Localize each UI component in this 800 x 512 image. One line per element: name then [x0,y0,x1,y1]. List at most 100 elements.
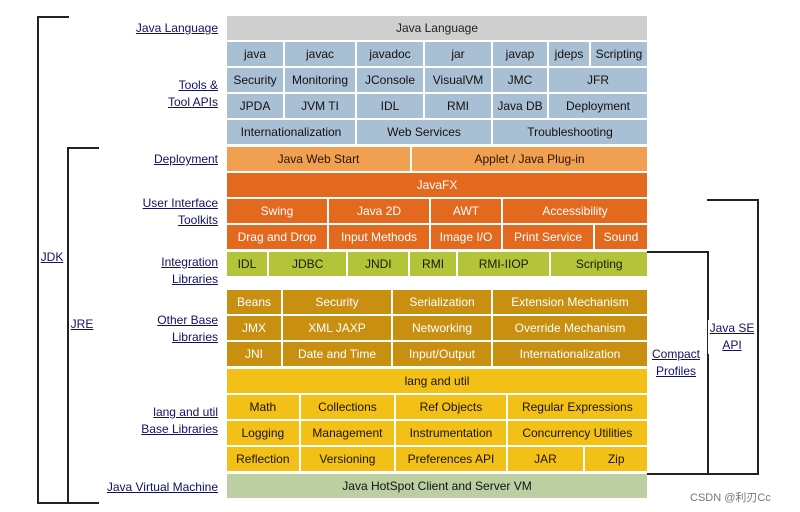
base-date-time: Date and Time [283,342,391,366]
tool-javap: javap [493,42,547,66]
label-lang-util: lang and util Base Libraries [141,405,218,436]
hotspot-vm: Java HotSpot Client and Server VM [227,474,647,498]
diagram-row: Reflection Versioning Preferences API JAR Zi… [227,447,648,471]
int-rmi: RMI [410,252,456,276]
label-deployment: Deployment [153,152,218,166]
lang-jar: JAR [507,447,584,471]
int-scripting: Scripting [551,252,647,276]
watermark: CSDN @利刃Cc [690,492,771,504]
int-jndi: JNDI [348,252,409,276]
diagram-row: Internationalization Web Services Troubles… [227,120,647,144]
base-serialization: Serialization [393,290,491,314]
base-networking: Networking [393,316,491,340]
tool-jmc: JMC [493,68,547,92]
lang-regex: Regular Expressions [507,395,647,419]
tool-deployment: Deployment [549,94,647,118]
lang-versioning: Versioning [300,447,395,471]
tool-jar: jar [425,42,491,66]
base-internationalization: Internationalization [493,342,647,366]
jre-bracket [67,147,99,504]
diagram-row: IDL JDBC JNDI RMI RMI-IIOP Scripting [227,252,647,276]
tool-jfr: JFR [549,68,647,92]
diagram-row: Logging Management Instrumentation Concurre… [227,421,647,445]
java-language-header: Java Language [227,16,647,40]
ui-sound: Sound [595,225,647,249]
ui-image-io: Image I/O [431,225,501,249]
tool-jdeps: jdeps [549,42,589,66]
diagram-row: Security Monitoring JConsole VisualVM JMC JFR [227,68,647,92]
lang-collections: Collections [300,395,395,419]
int-idl: IDL [227,252,267,276]
applet-plugin: Applet / Java Plug-in [412,147,647,171]
ui-swing: Swing [227,199,327,223]
base-xml-jaxp: XML JAXP [283,316,391,340]
label-java-language: Java Language [135,21,218,35]
int-jdbc: JDBC [268,252,347,276]
ui-awt: AWT [431,199,501,223]
ui-java2d: Java 2D [329,199,429,223]
diagram-row: Java Language [227,16,647,40]
tool-javac: javac [285,42,355,66]
base-security: Security [283,290,391,314]
tool-jpda: JPDA [227,94,283,118]
base-jni: JNI [227,342,281,366]
diagram-row: Drag and Drop Input Methods Image I/O Print… [227,225,647,249]
lang-ref-objects: Ref Objects [396,395,506,419]
tool-jvmti: JVM TI [285,94,355,118]
lang-concurrency: Concurrency Utilities [507,421,647,445]
tool-troubleshooting: Troubleshooting [493,120,647,144]
diagram-row: Java Web Start Applet / Java Plug-in [227,147,647,171]
lang-logging: Logging [227,421,299,445]
tool-scripting: Scripting [591,42,647,66]
diagram-row: Beans Security Serialization Extension Mech… [227,290,647,314]
int-rmi-iiop: RMI-IIOP [457,252,550,276]
diagram-row: JMX XML JAXP Networking Override Mechanism [227,316,647,340]
lang-reflection: Reflection [227,447,299,471]
tool-security: Security [227,68,283,92]
diagram-row: Swing Java 2D AWT Accessibility [227,199,647,223]
compact-profiles-bracket [647,251,709,475]
tool-jconsole: JConsole [357,68,423,92]
diagram-row: java javac javadoc jar javap jdeps Scripting [227,42,647,66]
ui-input-methods: Input Methods [329,225,429,249]
javafx: JavaFX [227,173,647,197]
tool-java: java [227,42,283,66]
diagram-row: JPDA JVM TI IDL RMI Java DB Deployment [227,94,647,118]
diagram-row: Java HotSpot Client and Server VM [227,474,647,498]
compact-profiles-label: Compact Profiles [648,346,704,380]
diagram-row: lang and util [227,369,647,393]
tool-monitoring: Monitoring [285,68,355,92]
tool-javadoc: javadoc [357,42,423,66]
jdk-label: JDK [40,249,64,266]
diagram-row: JNI Date and Time Input/Output Internationa… [227,342,647,366]
tool-internationalization: Internationalization [227,120,355,144]
lang-instrumentation: Instrumentation [396,421,506,445]
tool-web-services: Web Services [357,120,491,144]
lang-zip: Zip [585,447,648,471]
ui-print-service: Print Service [503,225,593,249]
base-jmx: JMX [227,316,281,340]
ui-accessibility: Accessibility [503,199,647,223]
label-ui-toolkits: User Interface Toolkits [142,196,218,227]
lang-and-util: lang and util [227,369,647,393]
base-input-output: Input/Output [393,342,491,366]
base-override: Override Mechanism [493,316,647,340]
label-integration: Integration Libraries [161,255,218,286]
base-beans: Beans [227,290,281,314]
diagram-row: Math Collections Ref Objects Regular Expres… [227,395,647,419]
ui-drag-and-drop: Drag and Drop [227,225,327,249]
java-se-api-label: Java SE API [708,320,756,354]
jdk-bracket [37,16,69,504]
tool-idl: IDL [357,94,423,118]
label-jvm: Java Virtual Machine [106,480,218,494]
lang-math: Math [227,395,299,419]
tool-javadb: Java DB [493,94,547,118]
jre-label: JRE [70,316,94,333]
base-extension: Extension Mechanism [493,290,647,314]
lang-preferences: Preferences API [396,447,506,471]
label-other-base: Other Base Libraries [157,313,218,344]
tool-visualvm: VisualVM [425,68,491,92]
java-web-start: Java Web Start [227,147,410,171]
lang-management: Management [300,421,395,445]
java-se-api-bracket [707,199,759,475]
